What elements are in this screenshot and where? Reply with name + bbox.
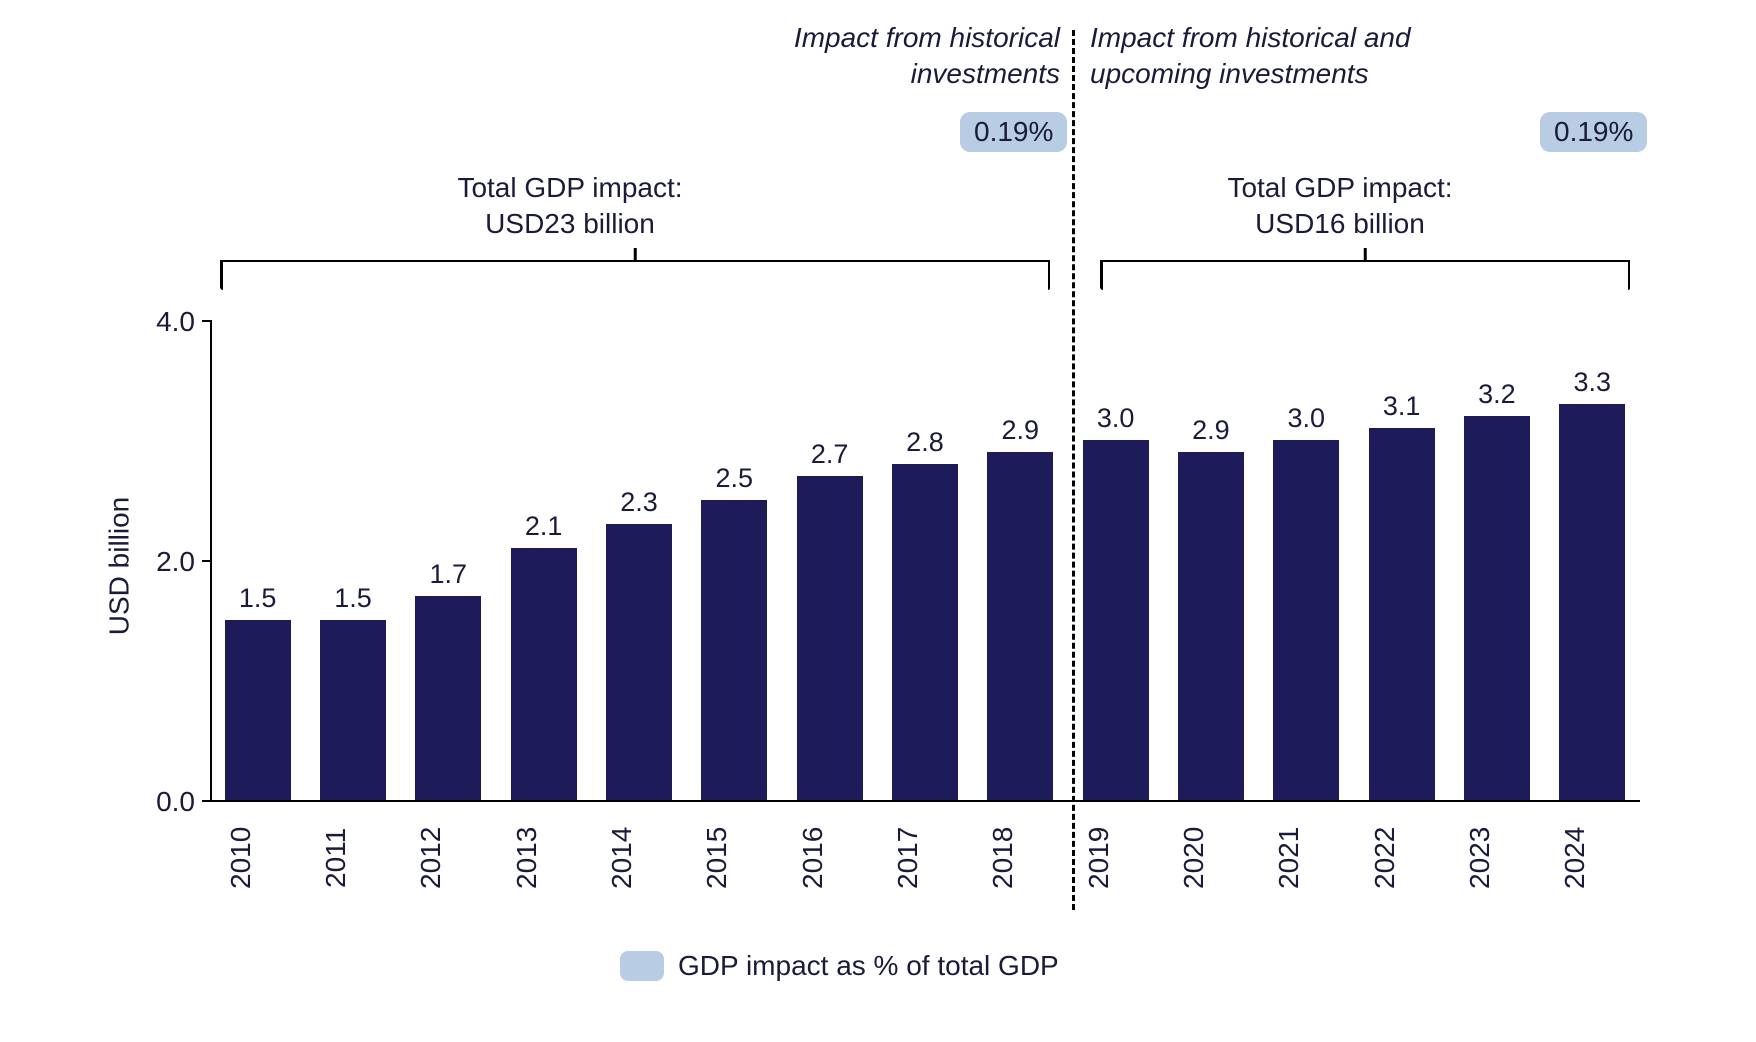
bar-2011: 1.5 xyxy=(320,583,386,800)
x-label-2015: 2015 xyxy=(701,818,767,898)
bar-value-2020: 2.9 xyxy=(1192,415,1230,446)
bar-value-2016: 2.7 xyxy=(811,439,849,470)
bar-2019: 3.0 xyxy=(1083,403,1149,800)
legend: GDP impact as % of total GDP xyxy=(620,950,1059,982)
bar-rect-2016 xyxy=(797,476,863,800)
bar-rect-2024 xyxy=(1559,404,1625,800)
bracket-right xyxy=(1100,260,1630,288)
bar-2021: 3.0 xyxy=(1273,403,1339,800)
total-right-line1: Total GDP impact: xyxy=(1227,172,1452,203)
y-tick-2: 2.0 xyxy=(135,546,195,578)
bar-2022: 3.1 xyxy=(1369,391,1435,800)
bar-value-2014: 2.3 xyxy=(620,487,658,518)
x-label-2022: 2022 xyxy=(1369,818,1435,898)
bar-value-2018: 2.9 xyxy=(1002,415,1040,446)
x-label-2011: 2011 xyxy=(320,818,386,898)
bar-2016: 2.7 xyxy=(797,439,863,800)
total-right: Total GDP impact: USD16 billion xyxy=(1190,170,1490,243)
bar-value-2010: 1.5 xyxy=(239,583,277,614)
bar-2018: 2.9 xyxy=(987,415,1053,800)
bar-2012: 1.7 xyxy=(415,559,481,800)
bar-rect-2017 xyxy=(892,464,958,800)
total-left-line2: USD23 billion xyxy=(485,208,655,239)
annotation-left-note: Impact from historical investments xyxy=(700,20,1060,93)
x-label-2016: 2016 xyxy=(797,818,863,898)
bar-rect-2015 xyxy=(701,500,767,800)
y-tickmark-0 xyxy=(202,800,210,802)
bar-value-2022: 3.1 xyxy=(1383,391,1421,422)
bar-value-2011: 1.5 xyxy=(334,583,372,614)
bar-value-2012: 1.7 xyxy=(430,559,468,590)
y-tickmark-4 xyxy=(202,320,210,322)
bar-2023: 3.2 xyxy=(1464,379,1530,800)
x-label-2023: 2023 xyxy=(1464,818,1530,898)
x-label-2014: 2014 xyxy=(606,818,672,898)
x-label-2019: 2019 xyxy=(1083,818,1149,898)
x-label-2010: 2010 xyxy=(225,818,291,898)
bar-2017: 2.8 xyxy=(892,427,958,800)
plot-area: 1.5 1.5 1.7 2.1 2.3 2.5 2.7 2.8 2.9 3.0 2.9 3.0 3.1 3… xyxy=(210,320,1640,800)
bar-rect-2011 xyxy=(320,620,386,800)
y-tickmark-2 xyxy=(202,560,210,562)
bar-value-2013: 2.1 xyxy=(525,511,563,542)
bar-value-2017: 2.8 xyxy=(906,427,944,458)
total-left: Total GDP impact: USD23 billion xyxy=(420,170,720,243)
x-label-2024: 2024 xyxy=(1559,818,1625,898)
bar-rect-2021 xyxy=(1273,440,1339,800)
legend-text: GDP impact as % of total GDP xyxy=(678,950,1059,982)
x-label-2017: 2017 xyxy=(892,818,958,898)
bar-2020: 2.9 xyxy=(1178,415,1244,800)
bar-rect-2019 xyxy=(1083,440,1149,800)
bar-value-2023: 3.2 xyxy=(1478,379,1516,410)
y-axis-label: USD billion xyxy=(103,497,135,636)
y-tick-0: 0.0 xyxy=(135,786,195,818)
x-label-2020: 2020 xyxy=(1178,818,1244,898)
bar-rect-2020 xyxy=(1178,452,1244,800)
bar-value-2024: 3.3 xyxy=(1573,367,1611,398)
y-tick-4: 4.0 xyxy=(135,306,195,338)
total-right-line2: USD16 billion xyxy=(1255,208,1425,239)
bar-2013: 2.1 xyxy=(511,511,577,800)
x-label-2012: 2012 xyxy=(415,818,481,898)
x-label-2018: 2018 xyxy=(987,818,1053,898)
bar-value-2021: 3.0 xyxy=(1287,403,1325,434)
bar-rect-2022 xyxy=(1369,428,1435,800)
badge-left: 0.19% xyxy=(960,112,1067,152)
bar-rect-2012 xyxy=(415,596,481,800)
badge-right: 0.19% xyxy=(1540,112,1647,152)
x-label-2021: 2021 xyxy=(1273,818,1339,898)
x-label-2013: 2013 xyxy=(511,818,577,898)
bar-2015: 2.5 xyxy=(701,463,767,800)
total-left-line1: Total GDP impact: xyxy=(457,172,682,203)
x-labels-row: 2010 2011 2012 2013 2014 2015 2016 2017 2018 2019… xyxy=(210,818,1640,898)
legend-swatch xyxy=(620,951,664,981)
bars-row: 1.5 1.5 1.7 2.1 2.3 2.5 2.7 2.8 2.9 3.0 2.9 3.0 3.1 3… xyxy=(210,320,1640,800)
bar-rect-2023 xyxy=(1464,416,1530,800)
bracket-left xyxy=(220,260,1050,288)
bar-value-2015: 2.5 xyxy=(716,463,754,494)
bar-rect-2013 xyxy=(511,548,577,800)
bar-2014: 2.3 xyxy=(606,487,672,800)
bar-2010: 1.5 xyxy=(225,583,291,800)
annotation-right-note: Impact from historical and upcoming inve… xyxy=(1090,20,1490,93)
bar-2024: 3.3 xyxy=(1559,367,1625,800)
bar-value-2019: 3.0 xyxy=(1097,403,1135,434)
gdp-impact-chart: Impact from historical investments Impac… xyxy=(100,20,1660,1020)
bar-rect-2018 xyxy=(987,452,1053,800)
bar-rect-2014 xyxy=(606,524,672,800)
x-axis-line xyxy=(210,800,1640,802)
bar-rect-2010 xyxy=(225,620,291,800)
